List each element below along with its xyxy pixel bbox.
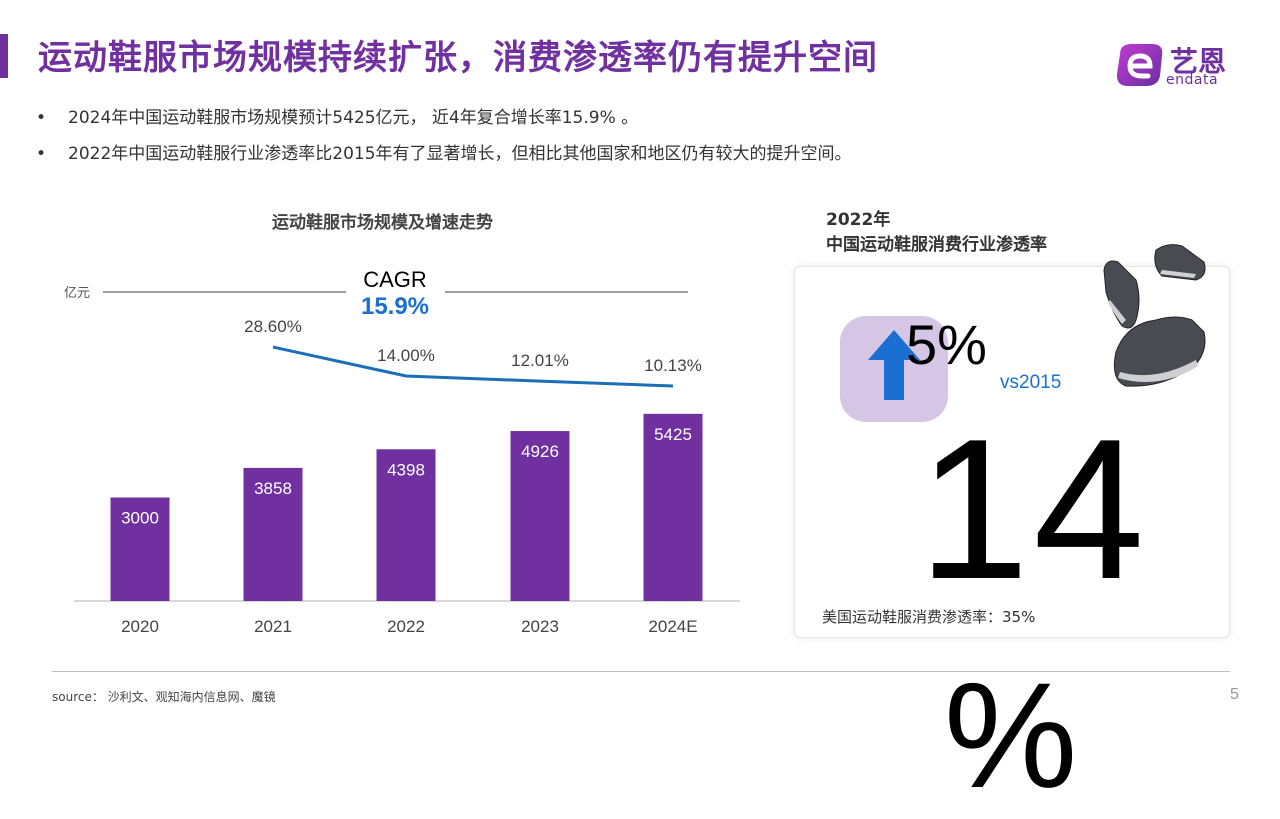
source-note: source： 沙利文、观知海内信息网、魔镜 xyxy=(52,690,276,704)
bar-value-label: 3858 xyxy=(254,479,292,498)
footer-divider xyxy=(52,671,1230,672)
bullet-item: • 2024年中国运动鞋服市场规模预计5425亿元， 近4年复合增长率15.9%… xyxy=(36,106,852,142)
usa-penetration-note: 美国运动鞋服消费渗透率：35% xyxy=(822,608,1036,626)
arrow-up-icon xyxy=(868,330,920,400)
bar xyxy=(243,467,303,601)
penetration-unit: % xyxy=(944,651,1078,819)
bullet-dot: • xyxy=(36,108,47,128)
x-tick-label: 2022 xyxy=(387,617,425,636)
chart-title: 运动鞋服市场规模及增速走势 xyxy=(272,213,493,233)
growth-rate-label: 14.00% xyxy=(377,346,435,365)
bar-value-label: 5425 xyxy=(654,425,692,444)
penetration-title: 2022年 中国运动鞋服消费行业渗透率 xyxy=(826,208,1047,258)
increase-badge xyxy=(840,316,948,422)
logo-sub: endata xyxy=(1166,72,1219,88)
penetration-title-year: 2022年 xyxy=(826,210,891,230)
endata-logo-icon xyxy=(1116,44,1163,86)
title-accent-bar xyxy=(0,34,8,78)
penetration-value: 14 xyxy=(918,398,1149,621)
growth-rate-label: 12.01% xyxy=(511,351,569,370)
comparison-year: vs2015 xyxy=(1000,372,1062,393)
page-title: 运动鞋服市场规模持续扩张，消费渗透率仍有提升空间 xyxy=(38,38,878,78)
x-tick-label: 2021 xyxy=(254,617,292,636)
bullet-item: • 2022年中国运动鞋服行业渗透率比2015年有了显著增长，但相比其他国家和地… xyxy=(36,142,852,178)
bullet-text: 2024年中国运动鞋服市场规模预计5425亿元， 近4年复合增长率15.9% 。 xyxy=(68,108,639,128)
growth-rate-label: 10.13% xyxy=(644,356,702,375)
bar-value-label: 4926 xyxy=(521,442,559,461)
bar xyxy=(110,497,170,601)
logo-name: 艺恩 xyxy=(1170,45,1227,78)
penetration-title-label: 中国运动鞋服消费行业渗透率 xyxy=(826,235,1047,255)
bar xyxy=(643,413,703,601)
bullet-text: 2022年中国运动鞋服行业渗透率比2015年有了显著增长，但相比其他国家和地区仍… xyxy=(68,144,852,164)
bullet-list: • 2024年中国运动鞋服市场规模预计5425亿元， 近4年复合增长率15.9%… xyxy=(36,106,852,178)
bar-value-label: 3000 xyxy=(121,509,159,528)
x-tick-label: 2020 xyxy=(121,617,159,636)
growth-rate-label: 28.60% xyxy=(244,317,302,336)
cagr-value: 15.9% xyxy=(361,293,429,320)
bullet-dot: • xyxy=(36,144,47,164)
sneakers-image xyxy=(1103,244,1206,387)
page-number: 5 xyxy=(1230,686,1239,703)
y-axis-unit: 亿元 xyxy=(64,286,90,301)
growth-rate-line xyxy=(272,345,674,388)
bar xyxy=(376,449,436,601)
x-tick-label: 2023 xyxy=(521,617,559,636)
penetration-delta: 5% xyxy=(906,313,987,376)
bar-value-label: 4398 xyxy=(387,460,425,479)
x-tick-label: 2024E xyxy=(648,617,697,636)
cagr-label: CAGR xyxy=(363,267,427,292)
bar xyxy=(510,431,570,601)
